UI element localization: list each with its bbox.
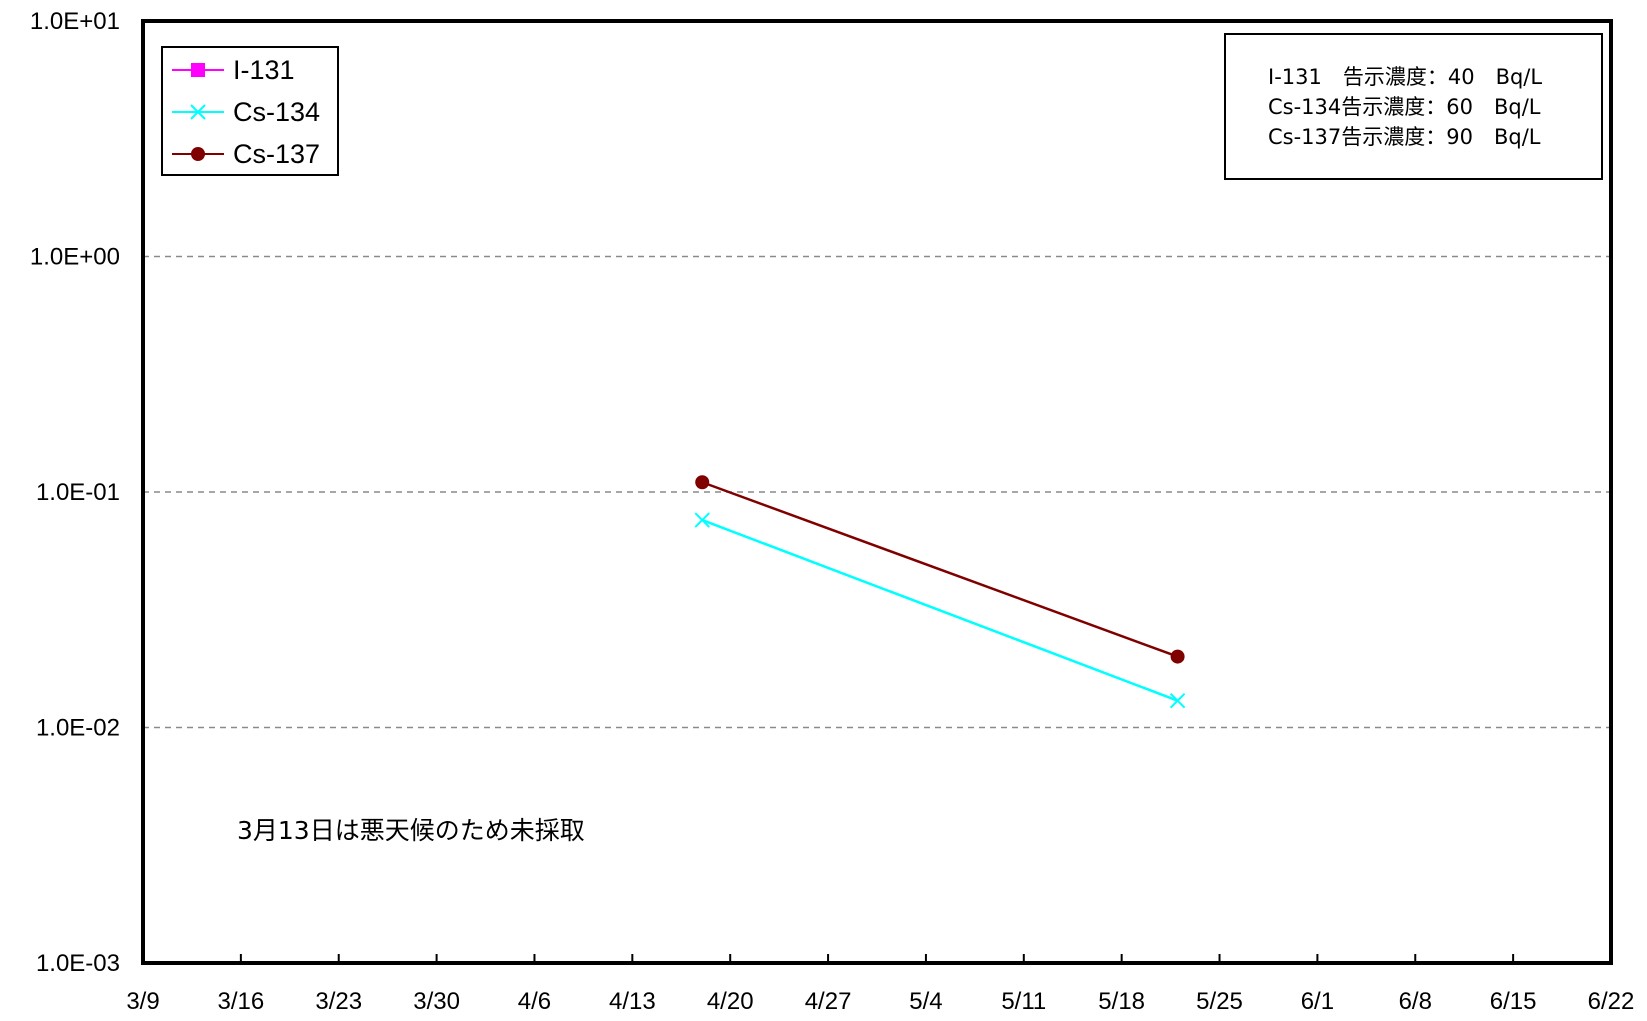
y-tick-label: 1.0E-01 (36, 479, 120, 506)
data-point-cs-134 (1169, 692, 1186, 709)
x-tick-label: 3/9 (126, 988, 159, 1015)
x-tick-label: 5/18 (1098, 988, 1145, 1015)
grid-lines (143, 255, 1611, 729)
x-tick-label: 6/1 (1301, 988, 1334, 1015)
y-tick-label: 1.0E-03 (36, 950, 120, 977)
x-tick-label: 5/25 (1196, 988, 1243, 1015)
x-tick-label: 6/15 (1490, 988, 1537, 1015)
x-tick-label: 5/11 (1001, 988, 1046, 1015)
legend-label: I-131 (233, 55, 295, 85)
square-marker-icon (191, 63, 205, 77)
legend-item-cs137: Cs-137 (172, 139, 320, 169)
note-line-cs137: Cs-137告示濃度：90 Bq/L (1268, 125, 1541, 149)
x-tick-label: 4/20 (707, 988, 754, 1015)
x-tick-label: 4/6 (518, 988, 551, 1015)
x-tick-label: 6/22 (1588, 988, 1635, 1015)
legend-item-i131: I-131 (172, 55, 295, 85)
data-point-cs-137 (1170, 649, 1185, 664)
legend-label: Cs-134 (233, 97, 320, 127)
note-line-cs134: Cs-134告示濃度：60 Bq/L (1268, 95, 1541, 119)
note-box (1224, 33, 1603, 180)
x-tick-label: 5/4 (909, 988, 942, 1015)
y-tick-label: 1.0E-02 (36, 715, 120, 742)
x-tick-label: 3/30 (413, 988, 460, 1015)
circle-marker-icon (191, 147, 205, 161)
legend: I-131 Cs-134 Cs-137 (161, 46, 339, 176)
legend-label: Cs-137 (233, 139, 320, 169)
series-line-cs-137 (701, 481, 1179, 658)
data-point-cs-134 (694, 512, 710, 528)
note-line-i131: I-131 告示濃度：40 Bq/L (1268, 65, 1542, 89)
x-tick-label: 3/16 (218, 988, 265, 1015)
plot-frame (141, 19, 1613, 965)
y-axis: 1.0E-03 1.0E-02 1.0E-01 1.0E+00 1.0E+01 (30, 8, 120, 977)
x-axis: 3/9 3/16 3/23 3/30 4/6 4/13 4/20 4/27 5/4 5/11 5/1… (126, 954, 1634, 1015)
x-marker-icon (190, 104, 206, 120)
concentration-note: I-131 告示濃度：40 Bq/L Cs-134告示濃度：60 Bq/L Cs… (1224, 33, 1603, 180)
y-tick-label: 1.0E+01 (30, 8, 120, 35)
data-point-cs-137 (695, 475, 710, 490)
x-tick-label: 4/27 (805, 988, 852, 1015)
x-tick-label: 3/23 (315, 988, 362, 1015)
legend-item-cs134: Cs-134 (172, 97, 320, 127)
series-layer (694, 475, 1186, 709)
series-line-cs-134 (701, 518, 1179, 702)
x-tick-label: 6/8 (1399, 988, 1432, 1015)
x-tick-label: 4/13 (609, 988, 656, 1015)
y-tick-label: 1.0E+00 (30, 244, 120, 271)
annotation-text: 3月13日は悪天候のため未採取 (237, 816, 585, 845)
